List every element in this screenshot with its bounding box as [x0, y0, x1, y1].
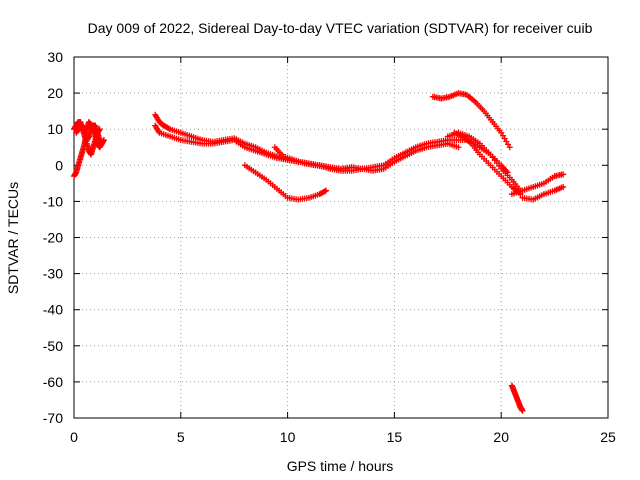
- data-point: [323, 187, 330, 194]
- x-axis-label: GPS time / hours: [287, 458, 394, 474]
- x-tick-label: 0: [70, 429, 78, 445]
- y-tick-label: -40: [43, 302, 63, 318]
- y-tick-label: 10: [47, 121, 63, 137]
- data-point: [344, 165, 351, 172]
- series-arc-end-b: [519, 183, 567, 203]
- data-point: [560, 183, 567, 190]
- series-arc-dip: [241, 162, 330, 203]
- series-arc-end-a: [508, 171, 567, 198]
- grid-lines: [74, 57, 608, 418]
- y-tick-label: -50: [43, 338, 63, 354]
- series-arc-early-c: [73, 122, 103, 158]
- y-axis-label: SDTVAR / TECUs: [5, 182, 21, 294]
- axes: 0 5 10 15 20 25 30 20 10 0 -10 -20 -30 -40 -50 -60 -70: [43, 49, 616, 445]
- y-tick-label: -10: [43, 193, 63, 209]
- y-tick-label: -60: [43, 374, 63, 390]
- data-point: [165, 125, 172, 132]
- y-tick-label: 30: [47, 49, 63, 65]
- y-tick-label: -30: [43, 266, 63, 282]
- y-tick-label: -20: [43, 230, 63, 246]
- x-tick-label: 15: [387, 429, 403, 445]
- series-arc-mid: [271, 144, 351, 172]
- x-tick-label: 25: [600, 429, 616, 445]
- y-tick-label: -70: [43, 410, 63, 426]
- data-point: [96, 126, 103, 133]
- plot-frame: [73, 56, 609, 419]
- data-point: [455, 144, 462, 151]
- x-tick-label: 5: [177, 429, 185, 445]
- data-point: [519, 407, 526, 414]
- data-point: [506, 144, 513, 151]
- x-tick-label: 10: [280, 429, 296, 445]
- data-point: [560, 171, 567, 178]
- series-arc-late-high: [429, 90, 513, 151]
- y-tick-label: 0: [55, 157, 63, 173]
- data-marks: [71, 90, 567, 414]
- data-point: [321, 188, 328, 195]
- chart-title: Day 009 of 2022, Sidereal Day-to-day VTE…: [88, 20, 593, 36]
- y-tick-label: 20: [47, 85, 63, 101]
- data-point: [98, 140, 105, 147]
- x-tick-label: 20: [493, 429, 509, 445]
- series-arc-drop: [508, 382, 526, 414]
